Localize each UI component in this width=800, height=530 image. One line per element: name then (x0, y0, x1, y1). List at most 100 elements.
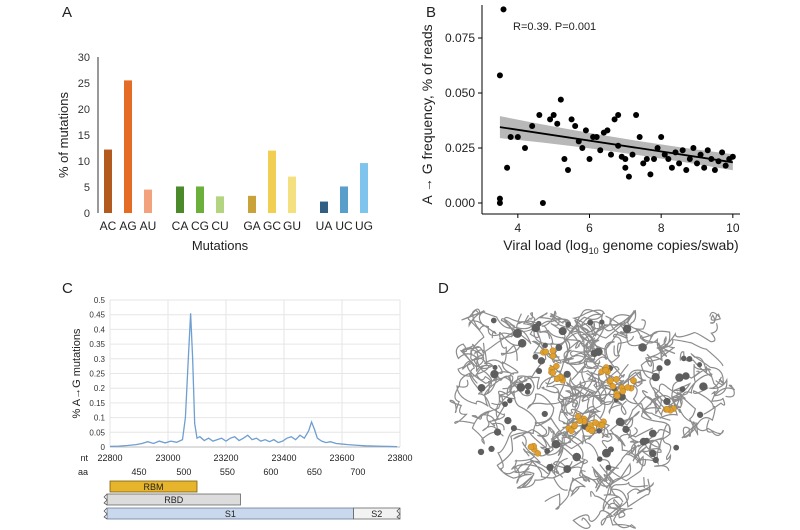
scatter-chart-viral-load: 0.000 0.025 0.050 0.075 4 6 8 10 R=0.39. P=0.001… (419, 5, 740, 256)
y-axis-title: A → G frequency, % of reads (419, 24, 435, 204)
scatter-point (604, 127, 611, 134)
highlighted-residue (609, 383, 617, 390)
bar (288, 176, 296, 213)
scatter-point (640, 160, 647, 167)
highlighted-residue (542, 348, 550, 356)
y-tick-label: 30 (78, 52, 90, 64)
y-tick-label: 10 (78, 156, 90, 168)
atom-cluster (648, 429, 657, 438)
highlighted-residue (571, 422, 578, 429)
atom-cluster (544, 448, 551, 454)
highlighted-residue (568, 427, 575, 435)
x-tick-label: 23600 (329, 453, 354, 463)
scatter-point (615, 112, 622, 118)
x-tick-label: 10 (726, 221, 740, 235)
atom-cluster (555, 344, 563, 351)
atom-cluster (504, 416, 512, 425)
scatter-point (676, 160, 683, 167)
highlighted-residue (624, 384, 631, 391)
atom-cluster (607, 446, 614, 453)
y-tick-label: 0.05 (89, 428, 105, 437)
scatter-point (622, 156, 629, 162)
atom-cluster (663, 397, 671, 406)
highlighted-residue (549, 369, 557, 377)
atom-cluster (541, 410, 548, 418)
atom-cluster (510, 425, 517, 432)
scatter-point (615, 142, 622, 149)
scatter-point (636, 134, 643, 140)
y-axis-title: % A→G mutations (71, 328, 83, 418)
aa-tick-label: 450 (131, 467, 146, 477)
scatter-point (697, 151, 704, 158)
scatter-point (629, 151, 636, 158)
atom-cluster (517, 339, 527, 348)
scatter-point (536, 112, 543, 118)
x-tick-label: CG (191, 219, 209, 233)
bar (104, 149, 112, 213)
spike-protein-structure-image (449, 308, 735, 530)
series-line (109, 313, 398, 448)
line-chart-a-to-g-mutations: 0 0.05 0.1 0.15 0.2 0.25 0.3 0.35 0.4 0.45 0.5 2280… (71, 296, 413, 520)
scatter-point (575, 138, 582, 145)
bar (248, 195, 256, 213)
x-tick-label: 23800 (387, 453, 412, 463)
scatter-point (611, 116, 618, 123)
scatter-point (500, 6, 507, 13)
domain-label-s2: S2 (371, 509, 382, 519)
atom-cluster (596, 456, 603, 462)
scatter-point (565, 167, 571, 173)
stats-annotation: R=0.39. P=0.001 (513, 21, 596, 33)
highlighted-residue (553, 362, 560, 370)
atom-cluster (531, 323, 540, 333)
scatter-point (668, 164, 675, 171)
panel-label-c: C (62, 280, 73, 297)
atom-cluster (649, 449, 657, 458)
y-tick-label: 5 (84, 182, 90, 194)
panel-label-b: B (426, 4, 437, 21)
y-tick-label: 0.025 (445, 141, 475, 155)
x-tick-label: UC (335, 219, 353, 233)
atom-cluster (596, 428, 602, 434)
scatter-point (647, 171, 654, 178)
atom-cluster (680, 355, 687, 362)
x-tick-label: 4 (514, 221, 521, 235)
atom-cluster (572, 452, 582, 462)
x-tick-label: AC (100, 219, 117, 233)
scatter-point (729, 153, 736, 160)
y-tick-label: 0.15 (89, 399, 105, 408)
scatter-point (507, 134, 514, 140)
scatter-point (719, 149, 726, 156)
scatter-point (557, 96, 564, 103)
atom-cluster (699, 382, 708, 391)
scatter-point (658, 134, 665, 140)
x-tick-label: 23000 (155, 453, 180, 463)
scatter-point (597, 147, 604, 154)
bar-chart-mutations: 0 5 10 15 20 25 30 AC AG AU CA CG CU GA GC GU UA UC UG Muta… (56, 52, 373, 253)
scatter-point (665, 156, 672, 162)
atom-cluster (565, 321, 572, 328)
atom-cluster (488, 445, 495, 453)
atom-cluster (563, 370, 571, 378)
scatter-point (579, 145, 586, 151)
x-tick-label: 23400 (271, 453, 296, 463)
atom-cluster (477, 384, 486, 392)
scatter-point (529, 123, 536, 129)
scatter-point (651, 156, 657, 162)
highlighted-residue (619, 388, 626, 395)
atom-cluster (679, 386, 686, 393)
scatter-point (496, 195, 503, 202)
x-tick-label: GC (263, 219, 281, 233)
atom-cluster (507, 397, 513, 404)
x-tick-label: UA (316, 219, 333, 233)
scatter-point (547, 116, 554, 123)
scatter-point (550, 112, 557, 118)
panel-label-a: A (62, 4, 73, 21)
aa-tick-label: 500 (176, 467, 191, 477)
y-tick-label: 0.4 (94, 325, 106, 334)
break-mark (103, 493, 108, 506)
scatter-point (679, 147, 686, 154)
atom-cluster (490, 317, 497, 324)
atom-cluster (639, 437, 648, 446)
scatter-point (711, 167, 718, 173)
highlighted-residue (607, 377, 614, 384)
